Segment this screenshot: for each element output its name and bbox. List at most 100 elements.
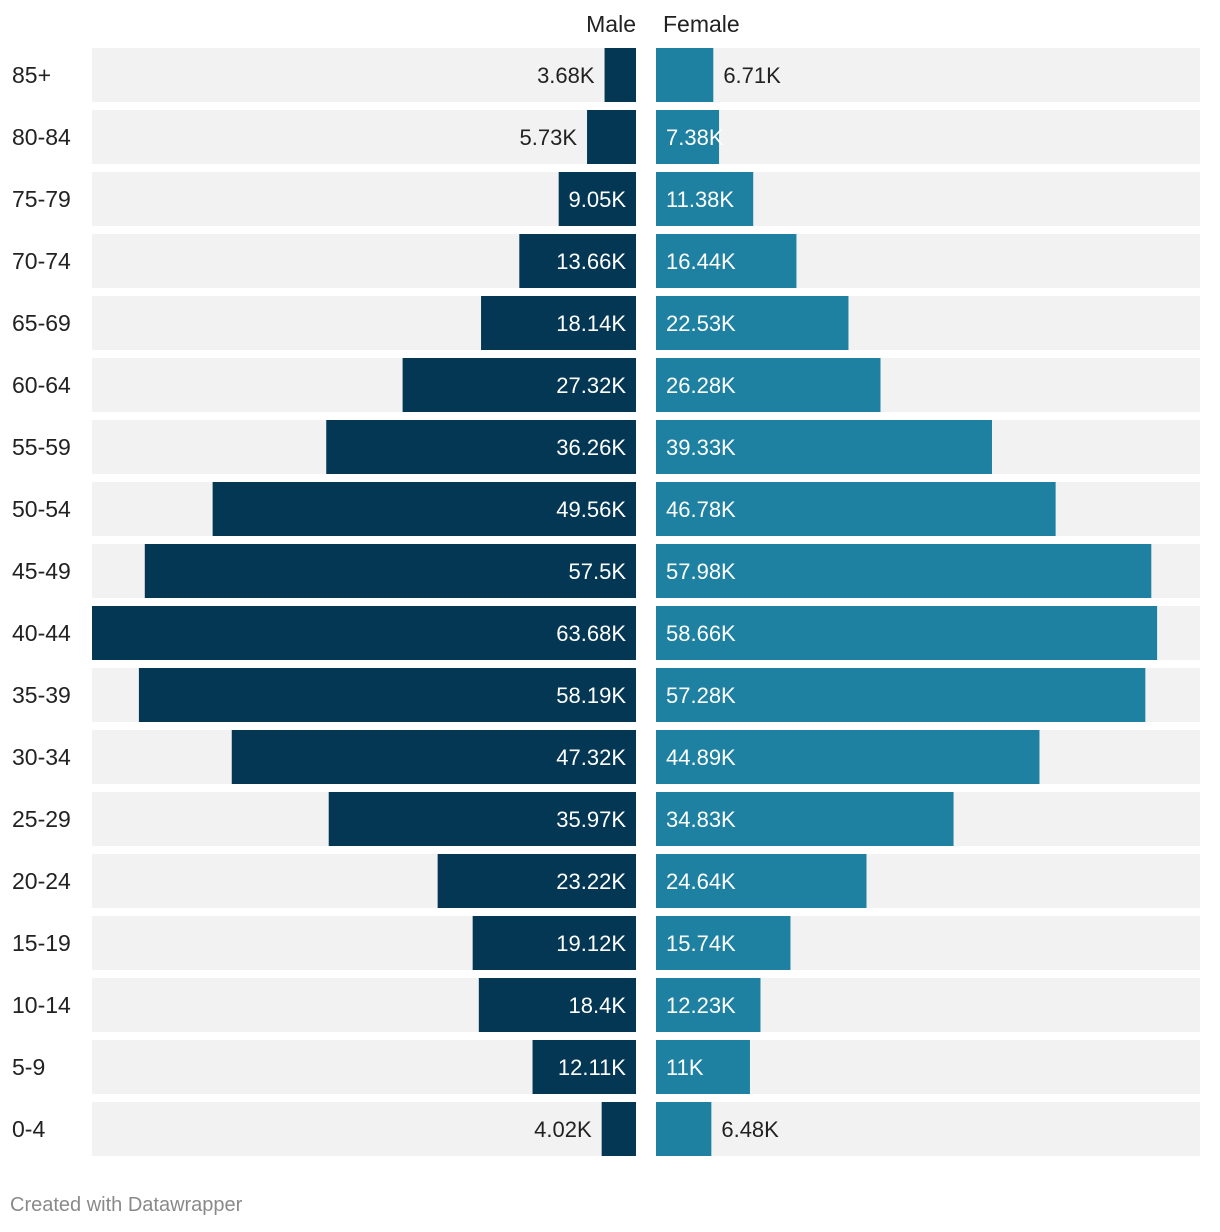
female-value-label: 46.78K [666, 497, 736, 522]
population-pyramid-chart: Male Female 85+ 3.68K 6.71K 80-84 5.73K 7.38K 75… [12, 11, 1200, 1156]
female-bar [656, 916, 791, 970]
female-bar [656, 668, 1146, 722]
age-group-label: 0-4 [12, 1116, 45, 1142]
male-value-label: 49.56K [556, 497, 626, 522]
age-group-label: 50-54 [12, 496, 71, 522]
female-bar [656, 544, 1152, 598]
age-group-label: 40-44 [12, 620, 71, 646]
male-bar [481, 296, 636, 350]
female-value-label: 34.83K [666, 807, 736, 832]
male-value-label: 19.12K [556, 931, 626, 956]
female-value-label: 58.66K [666, 621, 736, 646]
age-group-label: 25-29 [12, 806, 71, 832]
female-bar [656, 296, 849, 350]
age-group-label: 55-59 [12, 434, 71, 460]
female-value-label: 57.98K [666, 559, 736, 584]
male-bar [601, 1102, 636, 1156]
female-value-label: 44.89K [666, 745, 736, 770]
female-bar [656, 730, 1040, 784]
male-value-label: 23.22K [556, 869, 626, 894]
male-value-label: 3.68K [537, 63, 595, 88]
female-value-label: 6.48K [721, 1117, 779, 1142]
male-value-label: 12.11K [558, 1055, 626, 1080]
male-value-label: 18.4K [569, 993, 627, 1018]
female-row-background [656, 1102, 1200, 1156]
female-bar [656, 48, 714, 102]
age-group-label: 30-34 [12, 744, 71, 770]
female-row-background [656, 48, 1200, 102]
male-value-label: 13.66K [556, 249, 626, 274]
female-row-background [656, 110, 1200, 164]
male-bar [231, 730, 636, 784]
age-group-label: 65-69 [12, 310, 71, 336]
male-value-label: 27.32K [556, 373, 626, 398]
age-group-label: 70-74 [12, 248, 71, 274]
male-value-label: 58.19K [556, 683, 626, 708]
male-bar [138, 668, 637, 722]
female-bar [656, 420, 992, 474]
male-value-label: 4.02K [534, 1117, 592, 1142]
female-header: Female [663, 11, 740, 37]
male-bar [144, 544, 636, 598]
male-bar [558, 172, 636, 226]
female-bar [656, 606, 1158, 660]
male-bar [587, 110, 636, 164]
female-value-label: 7.38K [666, 125, 724, 150]
age-group-label: 5-9 [12, 1054, 45, 1080]
female-bar [656, 234, 797, 288]
datawrapper-credit: Created with Datawrapper [10, 1194, 243, 1216]
female-bar [656, 854, 867, 908]
male-value-label: 57.5K [569, 559, 627, 584]
female-bar [656, 978, 761, 1032]
age-group-label: 20-24 [12, 868, 71, 894]
male-value-label: 5.73K [520, 125, 578, 150]
male-bar [326, 420, 636, 474]
male-value-label: 9.05K [569, 187, 627, 212]
female-bar [656, 482, 1056, 536]
male-bar [519, 234, 636, 288]
female-bar [656, 358, 881, 412]
age-group-label: 10-14 [12, 992, 71, 1018]
male-value-label: 36.26K [556, 435, 626, 460]
male-bar [328, 792, 636, 846]
female-value-label: 24.64K [666, 869, 736, 894]
female-bar [656, 1040, 750, 1094]
male-bar [604, 48, 636, 102]
female-value-label: 11K [666, 1055, 704, 1080]
female-bar [656, 1102, 712, 1156]
male-value-label: 63.68K [556, 621, 626, 646]
female-value-label: 6.71K [723, 63, 781, 88]
male-bar [472, 916, 636, 970]
male-bar [437, 854, 636, 908]
age-group-label: 35-39 [12, 682, 71, 708]
age-group-label: 85+ [12, 62, 51, 88]
female-bar [656, 172, 754, 226]
male-header: Male [586, 11, 636, 37]
male-row-background [92, 48, 636, 102]
female-value-label: 12.23K [666, 993, 736, 1018]
female-bar [656, 110, 720, 164]
male-value-label: 47.32K [556, 745, 626, 770]
male-bar [212, 482, 636, 536]
female-value-label: 57.28K [666, 683, 736, 708]
male-bar [402, 358, 636, 412]
male-value-label: 35.97K [556, 807, 626, 832]
male-value-label: 18.14K [556, 311, 626, 336]
female-value-label: 15.74K [666, 931, 736, 956]
age-group-label: 15-19 [12, 930, 71, 956]
age-group-label: 45-49 [12, 558, 71, 584]
female-value-label: 16.44K [666, 249, 736, 274]
age-group-label: 60-64 [12, 372, 71, 398]
female-value-label: 22.53K [666, 311, 736, 336]
male-row-background [92, 110, 636, 164]
male-bar [478, 978, 636, 1032]
age-group-label: 80-84 [12, 124, 71, 150]
male-row-background [92, 1102, 636, 1156]
male-bar [532, 1040, 636, 1094]
male-bar [92, 606, 636, 660]
female-value-label: 39.33K [666, 435, 736, 460]
age-group-label: 75-79 [12, 186, 71, 212]
male-row-background [92, 172, 636, 226]
female-value-label: 11.38K [666, 187, 734, 212]
female-value-label: 26.28K [666, 373, 736, 398]
